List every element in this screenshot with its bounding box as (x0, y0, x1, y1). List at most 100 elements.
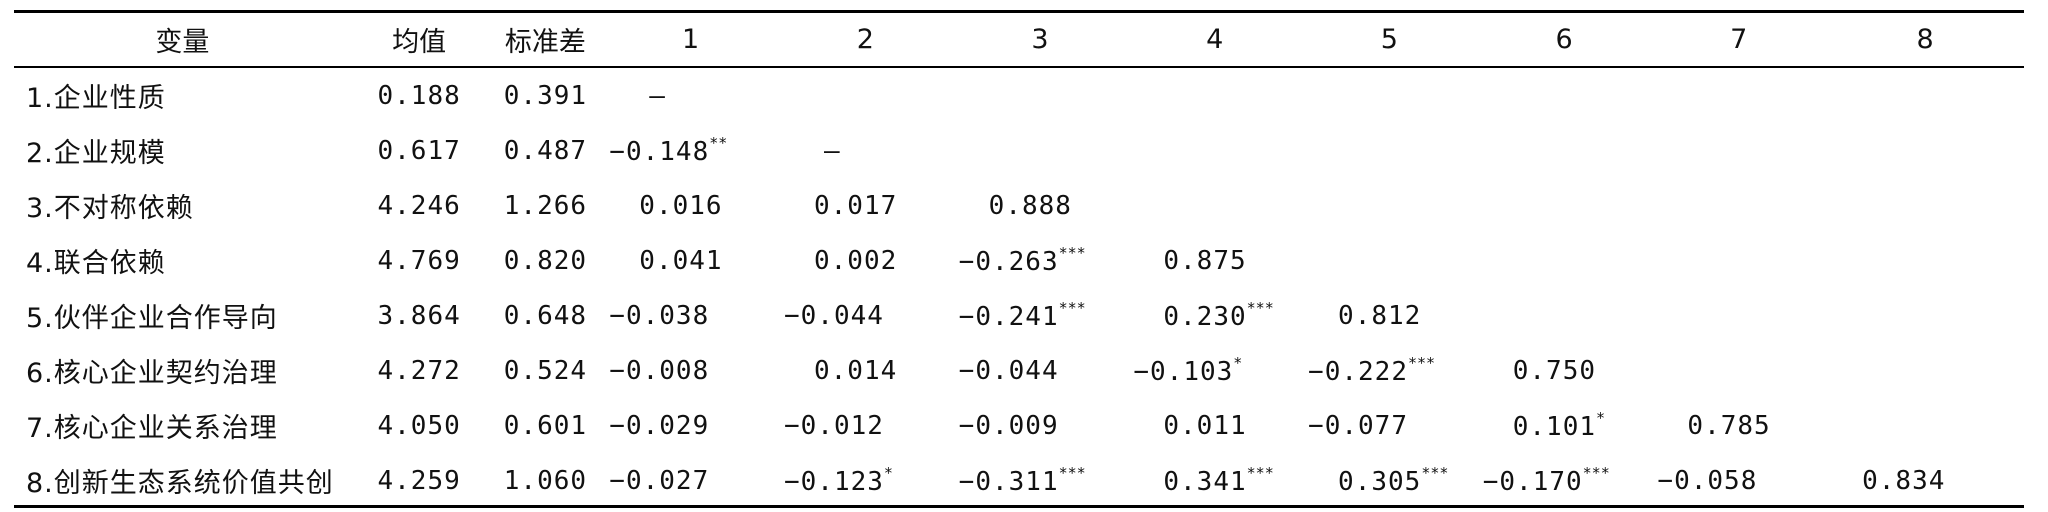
table-row: 6.核心企业契约治理 4.272 0.524 −0.008 0.014 −0.044 −0.… (14, 343, 2024, 398)
correlation-value: −0.170 (1482, 467, 1583, 497)
significance-marker: *** (1058, 464, 1086, 482)
sd-value: 1.266 (503, 190, 588, 221)
correlation-value: 0.101 (1512, 412, 1597, 442)
correlation-value (1133, 81, 1163, 111)
correlation-cell-5 (1302, 66, 1477, 123)
mean-value: 0.188 (377, 80, 461, 111)
correlation-cell-5: 0.305*** (1302, 453, 1477, 508)
correlation-cell-1: — (603, 66, 778, 123)
correlation-value (1483, 301, 1513, 331)
correlation-value: 0.750 (1512, 355, 1597, 386)
correlation-cell-2: −0.044 (778, 288, 953, 343)
table-bottom-rule (14, 505, 2024, 508)
table-row: 5.伙伴企业合作导向 3.864 0.648 −0.038 −0.044 −0.241**… (14, 288, 2024, 343)
variable-name: 4.联合依赖 (26, 248, 166, 279)
correlation-cell-8: 0.834 (1826, 453, 2024, 508)
header-variable: 变量 (155, 27, 210, 58)
variable-name: 6.核心企业契约治理 (26, 358, 278, 389)
correlation-cell-8 (1826, 66, 2024, 123)
correlation-value (1308, 81, 1338, 111)
correlation-value: 0.785 (1687, 410, 1771, 441)
correlation-value: 0.305 (1338, 467, 1422, 497)
correlation-cell-6 (1477, 123, 1652, 178)
significance-marker: *** (1058, 244, 1086, 262)
correlation-cell-7 (1651, 343, 1826, 398)
correlation-value: −0.263 (958, 247, 1059, 277)
correlation-value: 0.011 (1163, 410, 1247, 441)
correlation-value (1657, 81, 1687, 111)
correlation-value (1483, 136, 1513, 166)
sd-value: 1.060 (503, 465, 588, 496)
correlation-cell-2: −0.123* (778, 453, 953, 508)
correlation-cell-7 (1651, 178, 1826, 233)
correlation-cell-3: −0.044 (953, 343, 1128, 398)
correlation-value: 0.017 (813, 190, 898, 221)
table-row: 4.联合依赖 4.769 0.820 0.041 0.002 −0.263*** 0.875 (14, 233, 2024, 288)
significance-marker: *** (1407, 354, 1436, 372)
correlation-value (1657, 356, 1687, 386)
header-sd: 标准差 (504, 27, 586, 58)
correlation-cell-5 (1302, 178, 1477, 233)
correlation-value (784, 81, 814, 111)
correlation-value (1832, 191, 1862, 221)
correlation-value (1832, 246, 1862, 276)
significance-marker: *** (1246, 464, 1274, 482)
header-col-8: 8 (1916, 24, 1934, 55)
correlation-cell-2: 0.017 (778, 178, 953, 233)
correlation-cell-2 (778, 66, 953, 123)
correlation-cell-2: 0.014 (778, 343, 953, 398)
correlation-cell-3: 0.888 (953, 178, 1128, 233)
correlation-value (1657, 136, 1687, 166)
correlation-value: 0.041 (639, 245, 723, 276)
correlation-cell-8 (1826, 178, 2024, 233)
correlation-cell-1: −0.027 (603, 453, 778, 508)
variable-name: 5.伙伴企业合作导向 (26, 303, 278, 334)
correlation-value: −0.044 (783, 300, 884, 331)
correlation-cell-6: 0.750 (1477, 343, 1652, 398)
sd-value: 0.601 (503, 410, 588, 441)
correlation-value: 0.875 (1163, 245, 1247, 276)
correlation-cell-1: 0.041 (603, 233, 778, 288)
correlation-cell-7: 0.785 (1651, 398, 1826, 453)
correlation-cell-5 (1302, 233, 1477, 288)
mean-value: 4.272 (377, 355, 461, 386)
correlation-cell-7 (1651, 66, 1826, 123)
correlation-value (1133, 191, 1163, 221)
correlation-cell-1: −0.008 (603, 343, 778, 398)
correlation-value: −0.038 (609, 300, 710, 331)
correlation-cell-8 (1826, 123, 2024, 178)
mean-value: 4.050 (377, 410, 461, 441)
correlation-value: −0.077 (1308, 410, 1408, 441)
correlation-value: −0.009 (958, 410, 1059, 441)
significance-marker: * (1596, 409, 1606, 427)
header-col-1: 1 (682, 24, 700, 55)
correlation-value (1483, 191, 1513, 221)
correlation-cell-7: −0.058 (1651, 453, 1826, 508)
header-col-7: 7 (1730, 24, 1748, 55)
table-row: 7.核心企业关系治理 4.050 0.601 −0.029 −0.012 −0.009 0.… (14, 398, 2024, 453)
correlation-cell-7 (1651, 288, 1826, 343)
significance-marker: *** (1058, 299, 1086, 317)
correlation-cell-2: 0.002 (778, 233, 953, 288)
correlation-cell-6: 0.101* (1477, 398, 1652, 453)
correlation-value: 0.834 (1862, 465, 1946, 496)
correlation-value: 0.016 (639, 190, 723, 221)
correlation-value (959, 136, 989, 166)
correlation-cell-8 (1826, 233, 2024, 288)
correlation-value: −0.123 (783, 467, 884, 497)
correlation-cell-4: 0.341*** (1127, 453, 1302, 508)
correlation-value (1657, 301, 1687, 331)
correlation-cell-3 (953, 123, 1128, 178)
correlation-cell-1: −0.029 (603, 398, 778, 453)
significance-marker: *** (1582, 464, 1610, 482)
mean-value: 3.864 (377, 300, 461, 331)
correlation-cell-8 (1826, 343, 2024, 398)
table-top-rule (14, 10, 2024, 13)
correlation-cell-5: −0.077 (1302, 398, 1477, 453)
correlation-value (1308, 191, 1338, 221)
correlation-value: −0.044 (958, 355, 1059, 386)
header-row: 变量 均值 标准差 1 2 3 4 5 6 7 8 (14, 13, 2024, 66)
correlation-value: 0.812 (1338, 300, 1422, 331)
table-header-rule (14, 66, 2024, 68)
correlation-value: −0.103 (1133, 357, 1234, 387)
